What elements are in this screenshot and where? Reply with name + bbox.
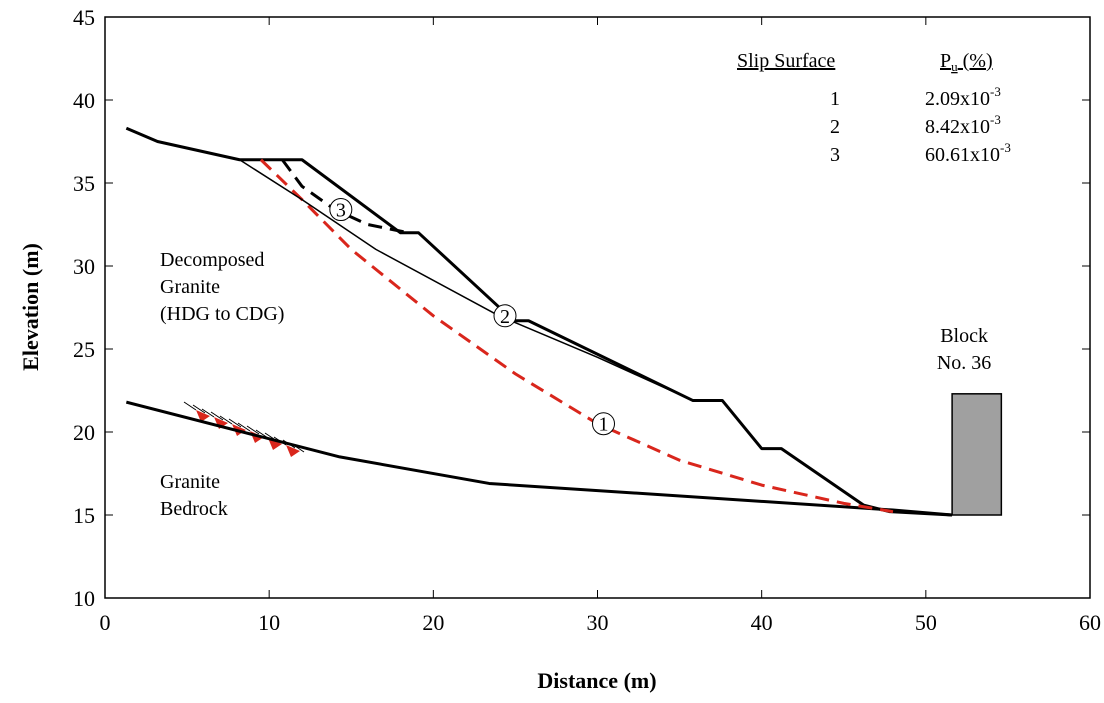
y-tick-label: 35 bbox=[73, 171, 95, 196]
table-cell-part: -3 bbox=[1000, 140, 1011, 155]
series-line bbox=[281, 158, 410, 235]
slip-label: 2 bbox=[493, 304, 517, 328]
series-line bbox=[259, 158, 894, 514]
annotation-line: Granite bbox=[160, 276, 220, 298]
x-tick-label: 50 bbox=[915, 610, 937, 635]
y-tick-label: 45 bbox=[73, 5, 95, 30]
table-header: Pu (%) bbox=[940, 50, 993, 74]
annotation-line: Granite bbox=[160, 471, 220, 493]
table-cell-part: -3 bbox=[990, 112, 1001, 127]
block-label: Block bbox=[940, 325, 988, 347]
slip-label-circle bbox=[493, 304, 517, 328]
y-tick-label: 15 bbox=[73, 503, 95, 528]
slip-label-text: 1 bbox=[599, 414, 609, 436]
block bbox=[951, 393, 1003, 516]
series-line bbox=[239, 159, 694, 402]
y-tick-label: 20 bbox=[73, 420, 95, 445]
y-tick-label: 40 bbox=[73, 88, 95, 113]
y-tick-label: 10 bbox=[73, 586, 95, 611]
bedrock-hatch bbox=[183, 401, 305, 457]
series-line bbox=[125, 400, 953, 517]
table-cell: 8.42x10-3 bbox=[925, 112, 1001, 138]
table-cell: 3 bbox=[830, 144, 840, 166]
y-tick-label: 30 bbox=[73, 254, 95, 279]
x-tick-label: 0 bbox=[100, 610, 111, 635]
table-cell: 1 bbox=[830, 88, 840, 110]
x-tick-label: 10 bbox=[258, 610, 280, 635]
table-cell-part: -3 bbox=[990, 84, 1001, 99]
table-header-part: u bbox=[951, 59, 958, 74]
table-header: Slip Surface bbox=[737, 50, 835, 72]
block-label: No. 36 bbox=[937, 352, 991, 374]
x-tick-label: 40 bbox=[751, 610, 773, 635]
table-cell: 2 bbox=[830, 116, 840, 138]
annotation-line: (HDG to CDG) bbox=[160, 303, 284, 325]
table-cell: 2.09x10-3 bbox=[925, 84, 1001, 110]
slip-label-text: 2 bbox=[500, 306, 510, 328]
series-line bbox=[125, 126, 953, 517]
slip-label-text: 3 bbox=[336, 200, 346, 222]
table-cell: 60.61x10-3 bbox=[925, 140, 1011, 166]
table-cell-part: 60.61x10 bbox=[925, 144, 1000, 166]
table-header-part: P bbox=[940, 50, 951, 72]
annotation: Decomposed Granite (HDG to CDG) Granite … bbox=[160, 249, 284, 520]
x-axis-title: Distance (m) bbox=[537, 668, 656, 693]
table: Slip Surface Pu (%) bbox=[737, 50, 993, 74]
x-tick-label: 60 bbox=[1079, 610, 1101, 635]
annotation-line: Decomposed bbox=[160, 249, 264, 271]
x-tick-label: 30 bbox=[587, 610, 609, 635]
slip-label: 3 bbox=[329, 198, 353, 222]
annotation-line: Bedrock bbox=[160, 498, 228, 520]
y-tick-label: 25 bbox=[73, 337, 95, 362]
slip-label: 1 bbox=[592, 412, 615, 436]
table-cell-part: 8.42x10 bbox=[925, 116, 990, 138]
table-header-part: (%) bbox=[958, 50, 993, 72]
y-axis-title: Elevation (m) bbox=[18, 243, 43, 371]
x-tick-label: 20 bbox=[422, 610, 444, 635]
slip-label-circle bbox=[329, 198, 353, 222]
slip-label-circle bbox=[592, 412, 615, 436]
table-cell-part: 2.09x10 bbox=[925, 88, 990, 110]
